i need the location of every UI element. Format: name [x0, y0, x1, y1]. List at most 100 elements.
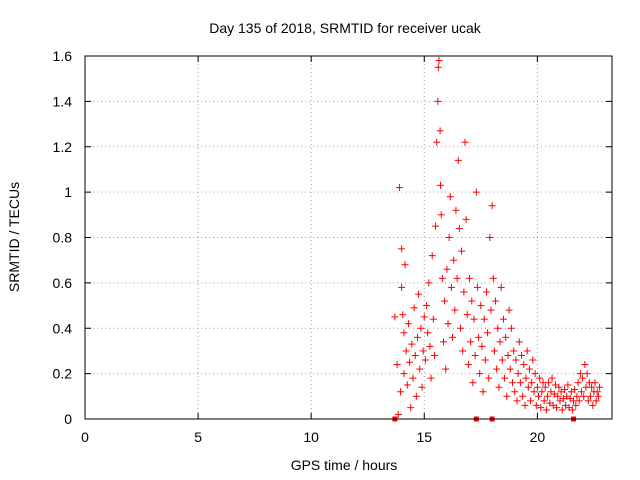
data-point [484, 329, 492, 337]
data-point [473, 283, 481, 291]
data-point [511, 388, 519, 396]
data-point [531, 370, 539, 378]
data-point [489, 274, 497, 282]
data-point [466, 274, 474, 282]
data-point [393, 361, 401, 369]
data-point [425, 279, 433, 287]
data-point [410, 304, 418, 312]
data-point [536, 374, 544, 382]
data-point [530, 388, 538, 396]
data-point [503, 392, 511, 400]
x-tick-label: 10 [303, 429, 319, 445]
data-point [583, 370, 591, 378]
y-tick-label: 0.2 [53, 366, 73, 382]
data-point [504, 351, 512, 359]
data-point [584, 397, 592, 405]
data-point [592, 397, 600, 405]
data-point [515, 338, 523, 346]
data-point [472, 188, 480, 196]
data-point [400, 370, 408, 378]
data-point [577, 388, 585, 396]
data-point [561, 386, 569, 394]
data-point [434, 97, 442, 105]
data-point [540, 397, 548, 405]
data-point [510, 347, 518, 355]
data-point [542, 406, 550, 414]
data-point [525, 365, 533, 373]
y-tick-label: 0.8 [53, 230, 73, 246]
data-point [548, 374, 556, 382]
data-point [432, 222, 440, 230]
data-point [451, 306, 459, 314]
data-point [522, 374, 530, 382]
data-point [492, 297, 500, 305]
data-point [533, 383, 541, 391]
x-tick-label: 0 [81, 429, 89, 445]
data-point [398, 245, 406, 253]
data-point [496, 338, 504, 346]
data-point [508, 379, 516, 387]
data-point [464, 361, 472, 369]
data-point [423, 302, 431, 310]
data-point [573, 392, 581, 400]
data-points [391, 57, 604, 422]
data-point [487, 306, 495, 314]
data-point [435, 57, 443, 65]
y-tick-label: 0 [64, 411, 72, 427]
data-point [453, 274, 461, 282]
data-point [443, 265, 451, 273]
data-point [498, 356, 506, 364]
data-point [445, 234, 453, 241]
data-point [480, 315, 488, 323]
data-point [458, 247, 466, 255]
data-point [490, 347, 498, 355]
data-point [488, 202, 496, 210]
data-point [452, 206, 460, 214]
data-point [468, 297, 476, 305]
data-point [591, 379, 599, 387]
data-point [507, 324, 515, 332]
data-point [446, 193, 454, 201]
data-point [538, 388, 546, 396]
y-tick-label: 1.6 [53, 48, 73, 64]
data-point [529, 356, 537, 364]
data-point [403, 381, 411, 389]
data-point [430, 351, 438, 359]
data-point [459, 347, 467, 355]
data-point [482, 288, 490, 296]
data-point [460, 288, 468, 296]
data-point [545, 379, 553, 387]
data-point [481, 356, 489, 364]
data-point [397, 388, 405, 396]
data-point [532, 401, 540, 409]
data-point [527, 397, 535, 405]
x-tick-label: 5 [194, 429, 202, 445]
data-point [528, 379, 536, 387]
data-point [417, 324, 425, 332]
data-point [494, 324, 502, 332]
data-point [454, 156, 462, 164]
data-point [506, 365, 514, 373]
data-point [499, 315, 507, 323]
data-point [402, 347, 410, 355]
data-point [471, 351, 479, 359]
x-tick-label: 20 [530, 429, 546, 445]
data-point [449, 333, 457, 341]
data-point [495, 383, 503, 391]
data-point [409, 374, 417, 382]
data-point [426, 342, 434, 350]
data-point [594, 392, 602, 400]
y-tick-label: 1.4 [53, 93, 73, 109]
data-point [424, 329, 432, 337]
data-point [581, 361, 589, 369]
data-point [477, 302, 485, 310]
data-point [544, 392, 552, 400]
axis-tick-labels: 0 5 10 15 20 0 0.2 0.4 0.6 0.8 1 1.2 1.4 1.6 [53, 48, 546, 445]
y-tick-label: 0.4 [53, 320, 73, 336]
data-point [520, 361, 528, 369]
data-point [596, 383, 604, 391]
y-axis-title: SRMTID / TECUs [6, 182, 22, 292]
data-point [442, 365, 450, 373]
data-point [433, 138, 441, 146]
